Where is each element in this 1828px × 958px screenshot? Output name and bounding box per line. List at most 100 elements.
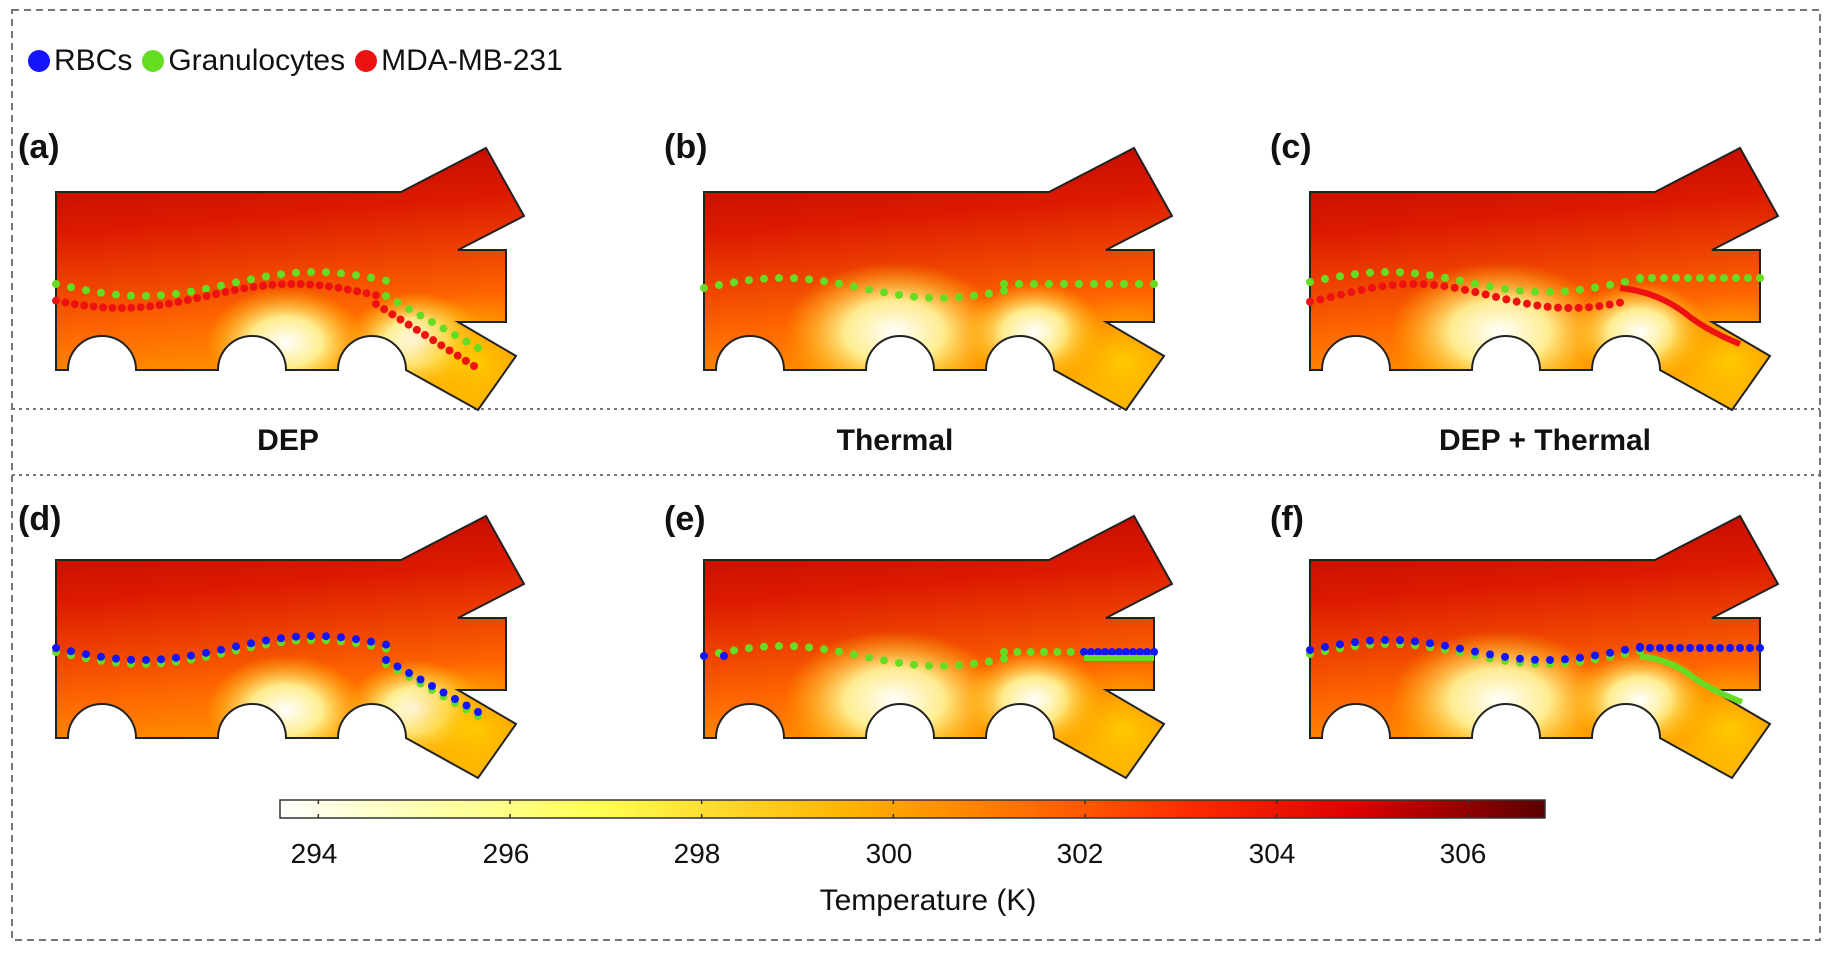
cell-particle [1378, 282, 1387, 291]
cell-particle [1591, 283, 1599, 292]
cell-particle [117, 303, 126, 312]
cell-particle [1426, 271, 1434, 280]
cell-particle [1471, 288, 1480, 297]
legend-label-mda: MDA-MB-231 [381, 44, 563, 77]
cell-particle [1546, 287, 1554, 296]
cell-particle [307, 268, 315, 277]
cell-particle [187, 651, 195, 660]
cell-particle [1621, 645, 1629, 654]
cell-particle [429, 336, 438, 345]
cell-particle [343, 285, 352, 294]
cell-particle [1094, 648, 1102, 656]
cell-particle [97, 288, 105, 297]
cell-particle [1543, 302, 1552, 311]
cell-particle [805, 643, 813, 652]
cell-particle [1576, 285, 1584, 294]
cell-particle [970, 659, 978, 668]
cell-particle [157, 291, 165, 300]
cell-particle [367, 637, 375, 646]
trajectories [700, 274, 1158, 302]
cell-particle [865, 285, 873, 294]
colorbar-tick-304: 304 [1248, 838, 1296, 869]
cell-particle [416, 311, 425, 320]
cell-particle [108, 303, 117, 312]
panel-label-f: (f) [1270, 500, 1304, 538]
cell-particle [1708, 274, 1716, 282]
cell-particle [1716, 644, 1724, 652]
cell-particle [324, 282, 333, 291]
cell-particle [82, 286, 90, 295]
cell-particle [1053, 648, 1062, 656]
channel-panel [700, 147, 1173, 411]
cell-particle [1686, 644, 1694, 652]
cell-particle [1561, 655, 1569, 664]
cell-particle [474, 708, 482, 716]
cell-particle [1015, 280, 1023, 288]
cell-particle [1087, 648, 1095, 656]
cell-particle [1120, 280, 1128, 288]
cell-particle [1564, 303, 1573, 312]
cell-particle [1441, 273, 1449, 282]
cell-particle [1419, 280, 1428, 289]
cell-particle [1336, 272, 1344, 281]
cell-particle [1411, 637, 1419, 646]
cell-particle [1554, 303, 1562, 312]
cell-particle [940, 293, 948, 302]
panel-label-e: (e) [664, 500, 706, 538]
cell-particle [1576, 653, 1584, 662]
cell-particle [1321, 643, 1329, 652]
cell-particle [1336, 640, 1344, 649]
cell-particle [202, 284, 210, 293]
cell-particle [1744, 274, 1752, 282]
cell-particle [1440, 282, 1449, 291]
cell-particle [437, 341, 446, 350]
cell-particle [1616, 298, 1624, 307]
cell-particle [306, 280, 315, 289]
cell-particle [1450, 283, 1459, 292]
legend-dot-mda [355, 50, 378, 72]
cell-particle [820, 645, 828, 654]
cell-particle [334, 283, 343, 292]
cell-particle [1696, 274, 1704, 282]
cell-particle [1316, 295, 1325, 304]
cell-particle [292, 632, 300, 641]
cell-particle [1726, 644, 1734, 652]
cell-particle [89, 302, 98, 311]
cell-particle [1720, 274, 1728, 282]
cell-particle [1595, 302, 1604, 311]
cell-particle [1399, 280, 1407, 289]
cell-particle [760, 274, 768, 283]
cell-particle [262, 272, 270, 281]
cell-particle [172, 289, 180, 298]
cell-particle [745, 644, 753, 653]
cell-particle [1306, 646, 1314, 654]
cell-particle [217, 281, 225, 290]
channel-panel [1306, 147, 1779, 411]
cell-particle [835, 279, 843, 288]
cell-particle [396, 315, 405, 324]
cell-particle [142, 291, 150, 300]
cell-particle [1388, 281, 1397, 290]
cell-particle [805, 275, 813, 284]
cell-particle [337, 633, 345, 642]
trajectories [52, 632, 482, 720]
cell-particle [1396, 636, 1404, 645]
cell-particle [67, 283, 75, 292]
cell-particle [955, 293, 963, 302]
cell-particle [1337, 290, 1345, 299]
cell-particle [1533, 301, 1542, 310]
cell-particle [1471, 647, 1479, 656]
cell-particle [1531, 287, 1539, 296]
cell-particle [1636, 274, 1644, 282]
legend-item-granulocytes: Granulocytes [142, 44, 345, 78]
cell-particle [895, 290, 903, 299]
cell-particle [1636, 644, 1644, 652]
cell-particle [146, 302, 155, 311]
cell-particle [985, 289, 993, 298]
cell-particle [760, 642, 768, 651]
cell-particle [1381, 636, 1389, 645]
cell-particle [1606, 280, 1614, 289]
cell-particle [1381, 268, 1389, 277]
cell-particle [1523, 299, 1531, 308]
cell-particle [322, 268, 330, 277]
